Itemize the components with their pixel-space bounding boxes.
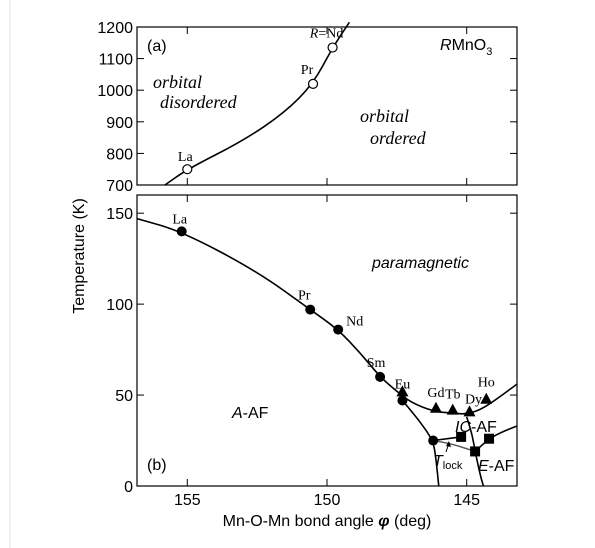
x-tick-label: 155	[174, 492, 201, 509]
x-axis-title-main: Mn-O-Mn bond angle	[223, 513, 379, 530]
filled-circle-point	[428, 435, 439, 446]
ic-af-label: IC-AF	[455, 419, 497, 436]
y-tick-label-b: 150	[106, 206, 133, 223]
compound-label-sub: 3	[486, 46, 492, 58]
filled-circle-point	[375, 371, 386, 382]
y-tick-label-b: 0	[124, 479, 133, 496]
x-axis-title-unit: (deg)	[390, 513, 432, 530]
element-label: Dy	[465, 392, 482, 407]
open-circle-point	[327, 42, 338, 53]
y-tick-label-a: 1100	[99, 52, 134, 69]
element-label: Eu	[395, 378, 411, 393]
a-af-label: A-AF	[231, 405, 269, 422]
y-tick-label-a: 700	[106, 178, 133, 195]
ic-af-label-italic: IC	[455, 419, 471, 436]
element-label-italic: R	[309, 27, 319, 42]
phase-boundary-b	[465, 416, 485, 487]
filled-triangle-point	[463, 405, 476, 417]
open-circle-point	[182, 164, 193, 175]
element-label: Sm	[367, 356, 386, 371]
element-label: Nd	[346, 315, 363, 330]
element-label: La	[178, 150, 194, 165]
e-af-label-italic: E	[478, 458, 489, 475]
orbital-ordered-line2: ordered	[370, 128, 427, 148]
element-label-rest: =Nd	[318, 27, 343, 42]
t-lock-arrow-head	[446, 441, 451, 447]
y-axis-title: Temperature (K)	[71, 198, 88, 314]
phase-boundary-a	[164, 21, 351, 186]
phase-boundary-b	[401, 400, 440, 487]
element-label: Gd	[427, 386, 444, 401]
filled-circle-point	[333, 324, 344, 335]
element-label: Pr	[301, 63, 314, 78]
panel-a-label: (a)	[147, 38, 167, 55]
filled-triangle-point	[480, 392, 493, 404]
a-af-label-rest: -AF	[243, 405, 269, 422]
panel-b-label: (b)	[147, 457, 167, 474]
phase-boundary-b	[433, 439, 476, 453]
filled-square-point	[484, 433, 495, 444]
element-label: R=Nd	[309, 27, 344, 42]
ic-af-label-rest: -AF	[471, 419, 497, 436]
filled-triangle-point	[429, 401, 442, 413]
y-tick-label-b: 100	[106, 297, 133, 314]
y-tick-label-b: 50	[115, 388, 133, 405]
element-label: Tb	[445, 388, 461, 403]
x-axis-title-phi: φ	[378, 513, 389, 530]
orbital-disordered-line2: disordered	[160, 92, 238, 112]
orbital-ordered-line1: orbital	[360, 106, 409, 126]
e-af-label-rest: -AF	[489, 458, 515, 475]
compound-label-rest: MnO	[452, 37, 487, 54]
compound-label: RMnO3	[440, 37, 492, 58]
paramagnetic-label: paramagnetic	[371, 255, 469, 272]
x-tick-label: 150	[314, 492, 341, 509]
filled-triangle-point	[446, 403, 459, 415]
e-af-label: E-AF	[478, 458, 515, 475]
t-lock-label: Tlock	[433, 453, 463, 472]
y-tick-label-a: 1000	[97, 83, 133, 100]
t-lock-sub: lock	[443, 460, 463, 472]
filled-circle-point	[397, 395, 408, 406]
filled-circle-point	[305, 304, 316, 315]
compound-label-italic: R	[440, 37, 452, 54]
element-label: Ho	[478, 376, 495, 391]
open-circle-point	[307, 78, 319, 89]
a-af-label-italic: A	[231, 405, 243, 422]
t-lock-main: T	[433, 453, 444, 470]
filled-square-point	[470, 446, 481, 457]
filled-triangle-point	[396, 385, 409, 397]
orbital-disordered-line1: orbital	[153, 72, 202, 92]
y-tick-label-a: 1200	[97, 20, 133, 37]
y-tick-label-a: 900	[106, 115, 133, 132]
filled-circle-point	[176, 226, 187, 237]
phase-boundary-b	[136, 217, 518, 415]
y-tick-label-a: 800	[106, 146, 133, 163]
element-label: Pr	[298, 289, 311, 304]
element-label: La	[172, 212, 188, 227]
x-axis-title: Mn-O-Mn bond angle φ (deg)	[223, 513, 432, 530]
x-tick-label: 145	[453, 492, 480, 509]
filled-square-point	[456, 431, 467, 442]
